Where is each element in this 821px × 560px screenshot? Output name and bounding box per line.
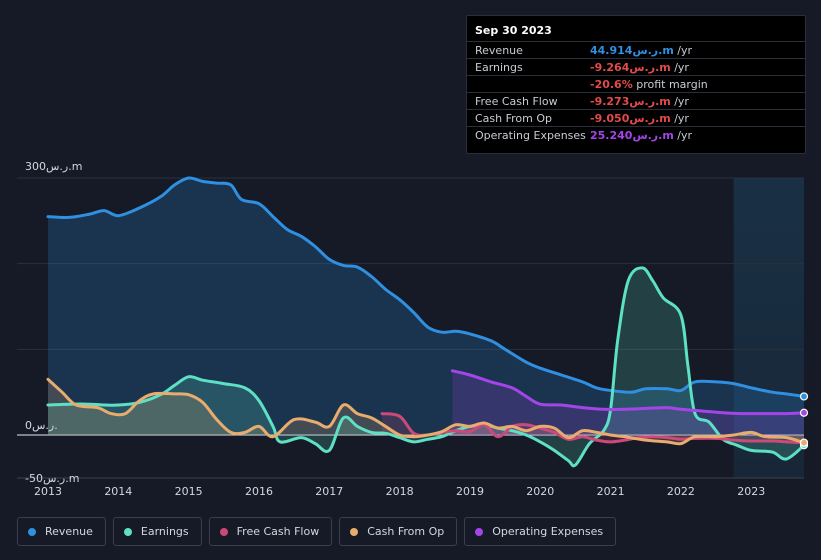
x-tick-label: 2023 [737,485,765,498]
revenue-end-marker [799,392,809,401]
y-tick-label: -50ر.س.m [25,472,79,485]
gridlines [17,177,804,479]
end-markers [799,392,809,450]
revenue-line [46,176,806,398]
legend-dot-icon [28,527,36,536]
tooltip-row: Earnings -9.264ر.س.m /yr [467,58,806,75]
x-tick-label: 2022 [667,485,695,498]
cash-from-op-area [48,379,804,444]
tooltip-row-label: Revenue [475,44,523,57]
legend-dot-icon [123,527,132,536]
legend-label: Cash From Op [367,525,445,538]
legend-item-earnings[interactable]: Earnings [112,517,202,546]
earnings-line [46,266,806,468]
tooltip: Sep 30 2023 Revenue 44.914ر.س.m /yr Earnin… [466,15,806,154]
legend-label: Revenue [45,525,93,538]
tooltip-row-label: Operating Expenses [475,129,586,142]
legend-label: Operating Expenses [492,525,604,538]
x-tick-label: 2014 [104,485,132,498]
legend-item-revenue[interactable]: Revenue [17,517,106,546]
legend-label: Free Cash Flow [236,525,320,538]
operating-expenses-end-marker [799,408,809,417]
x-tick-label: 2017 [315,485,343,498]
operating-expenses-area [452,370,804,435]
x-tick-label: 2019 [456,485,484,498]
tooltip-row-label: Free Cash Flow [475,95,558,108]
legend: Revenue Earnings Free Cash Flow Cash From O… [17,517,617,546]
tooltip-row: -20.6% profit margin [467,75,806,92]
tooltip-row-value: -9.273ر.س.m /yr [590,95,689,108]
operating-expenses-line [450,369,806,416]
tooltip-row-value: 44.914ر.س.m /yr [590,44,693,57]
tooltip-row-label: Earnings [475,61,523,74]
y-tick-label: 300ر.س.m [25,160,82,173]
tooltip-row: Cash From Op -9.050ر.س.m /yr [467,109,806,126]
x-tick-label: 2016 [245,485,273,498]
legend-item-operating-expenses[interactable]: Operating Expenses [464,517,617,546]
legend-dot-icon [475,527,484,536]
legend-label: Earnings [140,525,189,538]
tooltip-row: Revenue 44.914ر.س.m /yr [467,41,806,58]
y-tick-label: 0ر.س. [25,419,58,432]
legend-dot-icon [219,527,228,536]
tooltip-row-value: -9.264ر.س.m /yr [590,61,689,74]
x-tick-label: 2021 [597,485,625,498]
cash-from-op-line [46,377,806,446]
earnings-area [48,267,804,466]
tooltip-row-value: -20.6% profit margin [590,78,708,91]
x-tick-label: 2015 [175,485,203,498]
free-cash-flow-line [380,412,806,445]
legend-item-cash-from-op[interactable]: Cash From Op [339,517,458,546]
tooltip-row-value: -9.050ر.س.m /yr [590,112,689,125]
legend-item-free-cash-flow[interactable]: Free Cash Flow [208,517,333,546]
forecast-region [733,178,804,478]
tooltip-row: Free Cash Flow -9.273ر.س.m /yr [467,92,806,109]
legend-dot-icon [350,527,359,536]
series-areas [48,177,804,466]
tooltip-row-value: 25.240ر.س.m /yr [590,129,693,142]
x-tick-label: 2018 [386,485,414,498]
y-axis-labels: 300ر.س.m 0ر.س. -50ر.س.m [25,160,82,485]
forecast-shade [733,178,804,478]
tooltip-row-label: Cash From Op [475,112,553,125]
x-tick-label: 2013 [34,485,62,498]
tooltip-date: Sep 30 2023 [475,24,552,37]
x-axis-labels: 2013 2014 2015 2016 2017 2018 2019 2020 2021 2022… [34,485,765,498]
cash-from-op-end-marker [799,438,809,447]
tooltip-row: Operating Expenses 25.240ر.س.m /yr [467,126,806,143]
revenue-area [48,177,804,436]
x-tick-label: 2020 [526,485,554,498]
series-lines [46,176,806,468]
